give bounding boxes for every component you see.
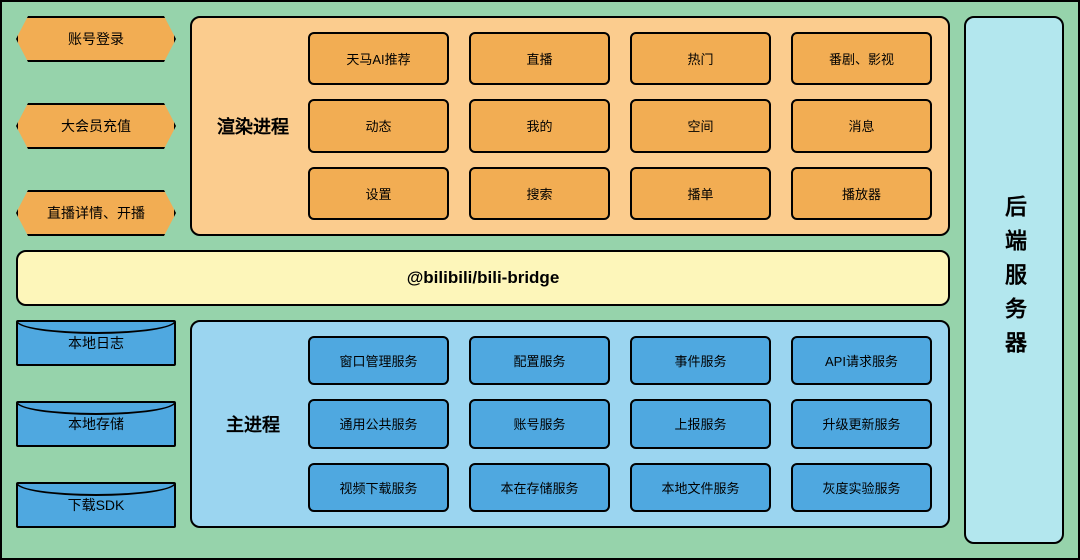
barrel-node-sdk: 下载SDK: [16, 482, 176, 528]
main-module: 视频下载服务: [308, 463, 449, 512]
main-process-panel: 主进程 窗口管理服务 配置服务 事件服务 API请求服务 通用公共服务 账号服务…: [190, 320, 950, 528]
top-left-side-column: 账号登录 大会员充值 直播详情、开播: [16, 16, 176, 236]
barrel-node-log: 本地日志: [16, 320, 176, 366]
main-module: 升级更新服务: [791, 399, 932, 448]
render-module: 动态: [308, 99, 449, 152]
render-module: 热门: [630, 32, 771, 85]
hex-node-vip: 大会员充值: [16, 103, 176, 149]
render-module: 设置: [308, 167, 449, 220]
backend-server-panel: 后端服务器: [964, 16, 1064, 544]
render-module: 天马AI推荐: [308, 32, 449, 85]
main-module: 灰度实验服务: [791, 463, 932, 512]
render-process-panel: 渲染进程 天马AI推荐 直播 热门 番剧、影视 动态 我的 空间 消息 设置 搜…: [190, 16, 950, 236]
render-module: 空间: [630, 99, 771, 152]
barrel-node-storage: 本地存储: [16, 401, 176, 447]
main-module: 配置服务: [469, 336, 610, 385]
main-module: 本地文件服务: [630, 463, 771, 512]
main-module: 本在存储服务: [469, 463, 610, 512]
main-process-title: 主进程: [208, 411, 298, 437]
render-module: 播单: [630, 167, 771, 220]
architecture-diagram: 账号登录 大会员充值 直播详情、开播 渲染进程 天马AI推荐 直播 热门 番剧、…: [0, 0, 1080, 560]
barrel-label: 本地存储: [68, 414, 124, 434]
main-module: 事件服务: [630, 336, 771, 385]
barrel-label: 下载SDK: [68, 495, 125, 515]
render-module: 消息: [791, 99, 932, 152]
render-module: 播放器: [791, 167, 932, 220]
main-module: API请求服务: [791, 336, 932, 385]
render-module: 我的: [469, 99, 610, 152]
render-module: 番剧、影视: [791, 32, 932, 85]
main-module: 上报服务: [630, 399, 771, 448]
main-module: 窗口管理服务: [308, 336, 449, 385]
main-module: 账号服务: [469, 399, 610, 448]
bottom-left-side-column: 本地日志 本地存储 下载SDK: [16, 320, 176, 528]
render-modules-grid: 天马AI推荐 直播 热门 番剧、影视 动态 我的 空间 消息 设置 搜索 播单 …: [308, 32, 932, 220]
render-module: 直播: [469, 32, 610, 85]
hex-node-live: 直播详情、开播: [16, 190, 176, 236]
hex-node-login: 账号登录: [16, 16, 176, 62]
barrel-label: 本地日志: [68, 333, 124, 353]
left-main-column: 账号登录 大会员充值 直播详情、开播 渲染进程 天马AI推荐 直播 热门 番剧、…: [16, 16, 950, 544]
main-modules-grid: 窗口管理服务 配置服务 事件服务 API请求服务 通用公共服务 账号服务 上报服…: [308, 336, 932, 512]
render-module: 搜索: [469, 167, 610, 220]
render-process-title: 渲染进程: [208, 113, 298, 139]
main-module: 通用公共服务: [308, 399, 449, 448]
upper-row: 账号登录 大会员充值 直播详情、开播 渲染进程 天马AI推荐 直播 热门 番剧、…: [16, 16, 950, 236]
lower-row: 本地日志 本地存储 下载SDK 主进程 窗口管理服务 配置服务 事件服务 API…: [16, 320, 950, 528]
bridge-bar: @bilibili/bili-bridge: [16, 250, 950, 306]
